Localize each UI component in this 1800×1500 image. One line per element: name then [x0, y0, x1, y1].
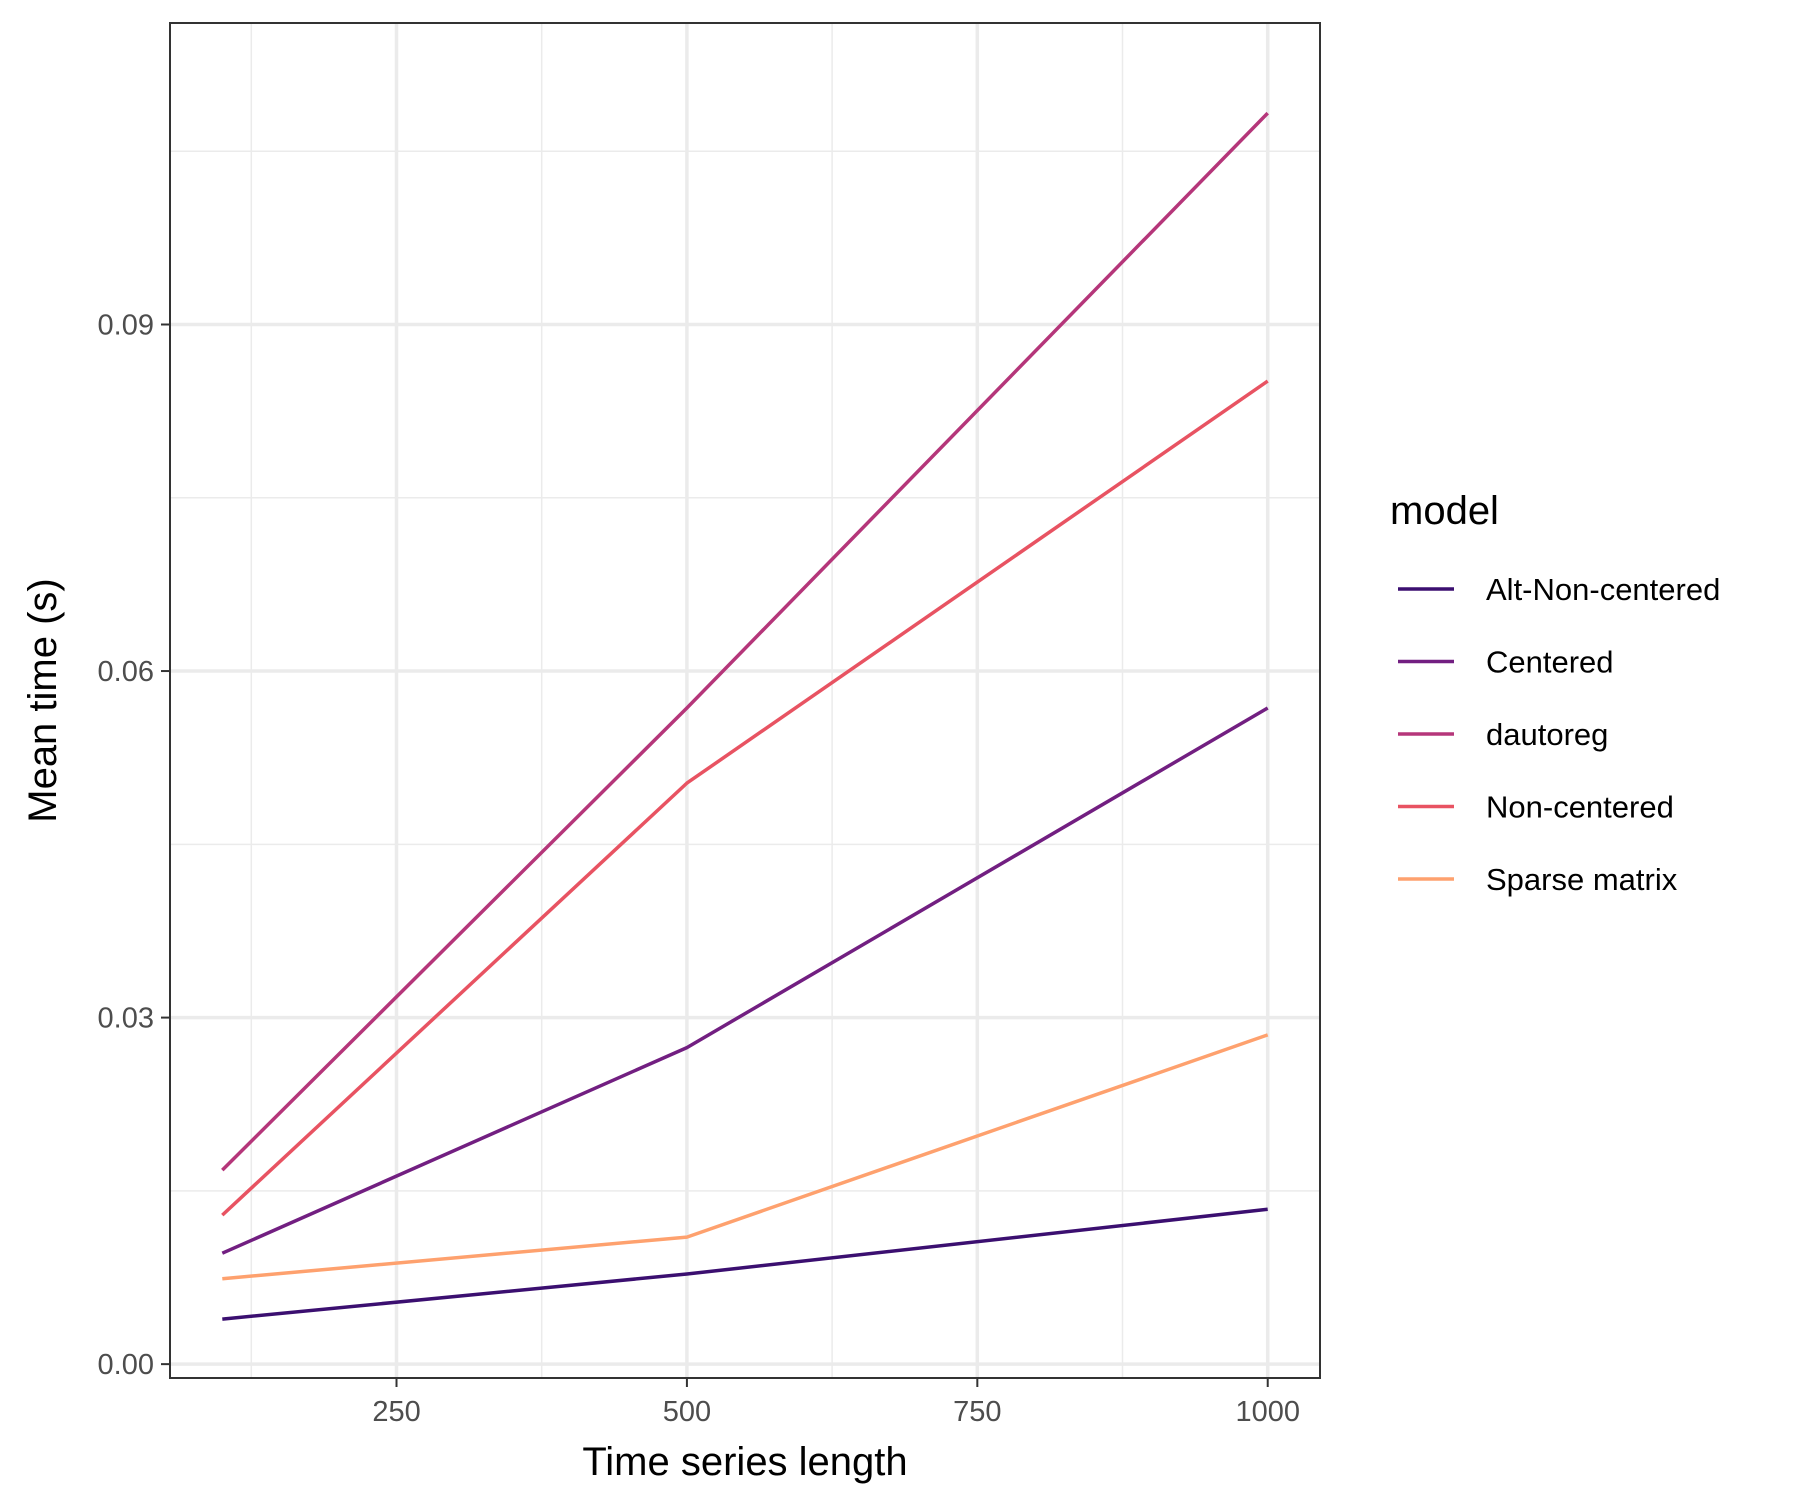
series-line-alt-non-centered [222, 1207, 1268, 1321]
series-line-sparse-matrix [222, 1033, 1269, 1281]
y-tick-label: 0.06 [98, 656, 154, 688]
legend-label: Non-centered [1486, 790, 1674, 825]
x-tick-label: 500 [663, 1396, 711, 1428]
major-gridlines [170, 23, 1320, 1378]
legend: model Alt-Non-centered Centered dautoreg No… [1390, 489, 1720, 897]
y-tick-label: 0.00 [98, 1349, 154, 1381]
y-tick-label: 0.09 [98, 309, 154, 341]
x-tick-label: 250 [372, 1396, 420, 1428]
axis-ticks [161, 323, 1269, 1387]
legend-label: Sparse matrix [1486, 862, 1678, 897]
legend-label: dautoreg [1486, 717, 1608, 752]
minor-gridlines [170, 23, 1320, 1378]
tick-labels: 250 500 750 1000 0.00 0.03 0.06 0.09 [98, 309, 1300, 1428]
x-tick-label: 1000 [1235, 1396, 1300, 1428]
legend-label: Alt-Non-centered [1486, 572, 1720, 607]
series-lines [221, 111, 1269, 1321]
legend-label: Centered [1486, 645, 1614, 680]
series-line-dautoreg [221, 111, 1269, 1172]
legend-title: model [1390, 489, 1499, 533]
plot-panel-border [169, 22, 1321, 1379]
x-axis-title: Time series length [582, 1440, 907, 1484]
y-axis-title: Mean time (s) [21, 578, 65, 823]
y-tick-label: 0.03 [98, 1003, 154, 1035]
series-line-centered [221, 706, 1269, 1255]
series-line-non-centered [221, 379, 1269, 1217]
x-tick-label: 750 [953, 1396, 1001, 1428]
